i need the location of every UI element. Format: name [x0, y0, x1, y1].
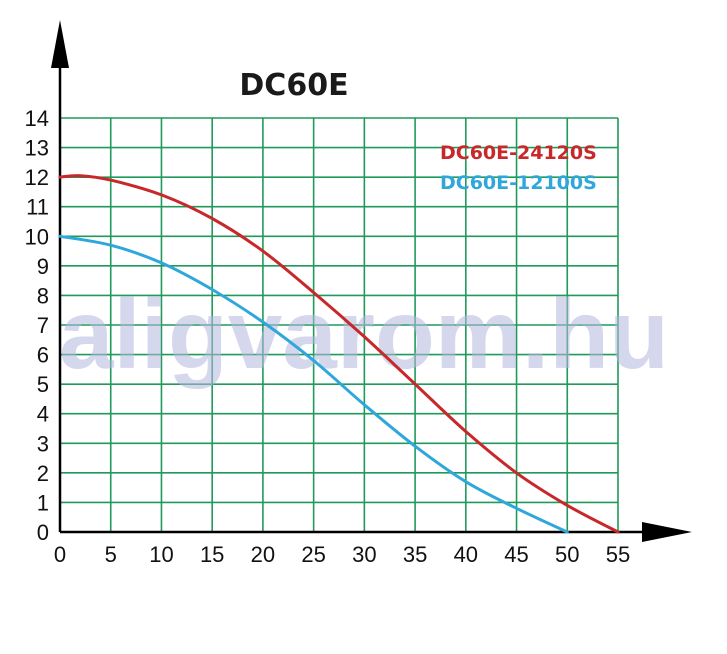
y-tick-label-0: 0	[37, 520, 49, 545]
y-tick-label-8: 8	[37, 283, 49, 308]
series-line-DC60E-12100S	[58, 234, 569, 534]
y-tick-label-10: 10	[25, 224, 49, 249]
legend-entry-DC60E-24120S: DC60E-24120S	[440, 142, 597, 164]
x-tick-label-7: 35	[403, 542, 427, 567]
watermark-text: aligvarom.hu	[59, 279, 669, 389]
axes	[51, 20, 692, 542]
y-tick-label-5: 5	[37, 372, 49, 397]
y-tick-label-12: 12	[25, 165, 49, 190]
legend: DC60E-24120S DC60E-12100S	[440, 142, 597, 194]
series-line-DC60E-24120S	[58, 174, 620, 534]
x-tick-label-4: 20	[251, 542, 275, 567]
x-tick-label-8: 40	[454, 542, 478, 567]
x-tick-label-10: 50	[555, 542, 579, 567]
y-tick-label-1: 1	[37, 490, 49, 515]
x-tick-label-1: 5	[105, 542, 117, 567]
y-tick-label-13: 13	[25, 136, 49, 161]
x-axis-arrow	[642, 522, 692, 542]
x-tick-label-2: 10	[149, 542, 173, 567]
x-tick-label-6: 30	[352, 542, 376, 567]
y-tick-label-6: 6	[37, 343, 49, 368]
x-tick-label-9: 45	[504, 542, 528, 567]
x-tick-label-5: 25	[301, 542, 325, 567]
y-axis-arrow	[51, 20, 69, 68]
x-tick-label-3: 15	[200, 542, 224, 567]
y-tick-label-3: 3	[37, 431, 49, 456]
chart-title: DC60E	[239, 68, 348, 103]
y-tick-label-11: 11	[26, 195, 49, 220]
watermark-layer: aligvarom.hu	[59, 279, 669, 389]
y-tick-label-7: 7	[37, 313, 49, 338]
tick-labels: 0 5 10 15 20 25 30 35 40 45 50 55012345678910111213…	[25, 106, 631, 567]
y-tick-label-2: 2	[37, 461, 49, 486]
x-tick-label-11: 55	[606, 542, 630, 567]
x-tick-label-0: 0	[54, 542, 66, 567]
series-curves	[58, 174, 620, 534]
y-tick-label-4: 4	[37, 402, 49, 427]
y-tick-label-9: 9	[37, 254, 49, 279]
legend-entry-DC60E-12100S: DC60E-12100S	[440, 172, 597, 194]
y-tick-label-14: 14	[25, 106, 49, 131]
